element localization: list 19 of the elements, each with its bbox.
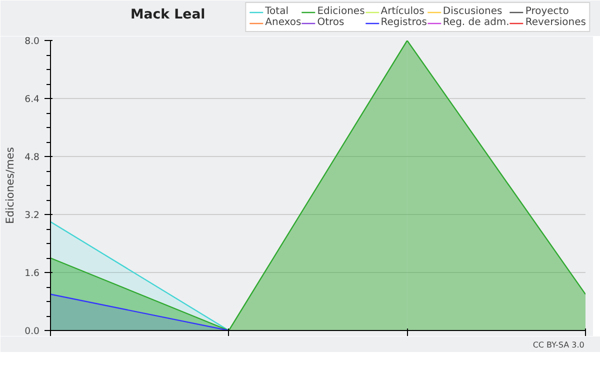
legend-label: Reg. de adm. [442, 17, 510, 28]
y-tick-label: 4.8 [24, 152, 40, 163]
y-axis-title: Ediciones/mes [4, 146, 17, 224]
legend-label: Total [265, 6, 288, 17]
y-tick-label: 0.0 [24, 326, 40, 337]
y-tick-label: 1.6 [24, 268, 40, 279]
legend-label: Anexos [265, 17, 302, 28]
legend-label: Proyecto [525, 6, 569, 17]
legend-label: Otros [317, 17, 344, 28]
legend-label: Discusiones [442, 6, 502, 17]
legend-label: Artículos [380, 6, 424, 17]
text: CC BY-SA 3.0 [532, 340, 584, 350]
y-tick-label: 6.4 [24, 94, 40, 105]
y-tick-label: 3.2 [24, 210, 40, 221]
legend-label: Ediciones [317, 6, 365, 17]
y-tick-label: 8.0 [24, 36, 40, 47]
chart-title: Mack Leal [130, 8, 206, 22]
legend-label: Registros [380, 17, 427, 28]
legend-label: Reversiones [525, 17, 586, 28]
